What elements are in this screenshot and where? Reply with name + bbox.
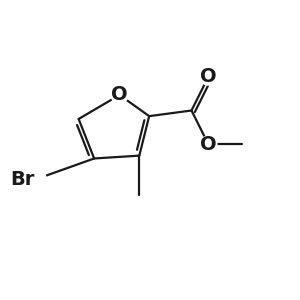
Circle shape <box>111 86 128 103</box>
Circle shape <box>24 168 46 191</box>
Circle shape <box>200 136 217 153</box>
Text: O: O <box>200 135 217 154</box>
Text: Br: Br <box>11 170 35 189</box>
Circle shape <box>200 68 217 85</box>
Text: O: O <box>200 67 217 86</box>
Text: O: O <box>111 85 128 104</box>
